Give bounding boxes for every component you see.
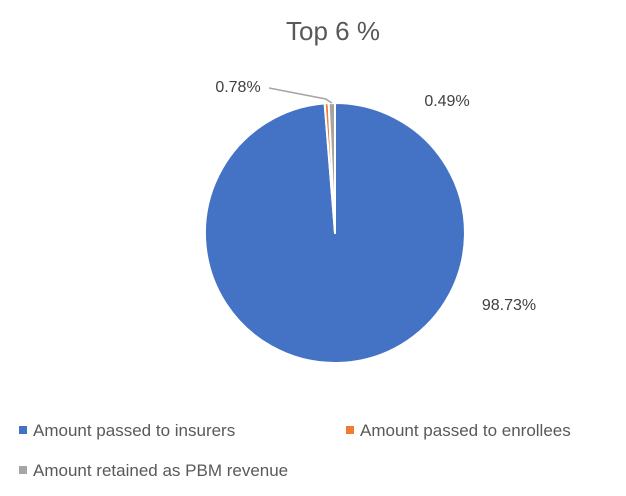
- legend-item-pbm-revenue: Amount retained as PBM revenue: [19, 461, 288, 480]
- legend-swatch-enrollees: [346, 426, 354, 434]
- pie-slices: [204, 102, 466, 364]
- legend: Amount passed to insurers Amount passed t…: [19, 421, 571, 480]
- legend-item-insurers: Amount passed to insurers: [19, 421, 235, 440]
- leader-line-pbm-revenue: [268, 87, 333, 104]
- legend-swatch-pbm-revenue: [19, 466, 27, 474]
- data-label-insurers: 98.73%: [482, 297, 536, 314]
- legend-swatch-insurers: [19, 426, 27, 434]
- data-label-enrollees: 0.49%: [424, 93, 469, 110]
- data-label-pbm-revenue: 0.78%: [215, 79, 260, 96]
- legend-label-pbm-revenue: Amount retained as PBM revenue: [33, 461, 288, 480]
- leader-lines: [268, 87, 333, 104]
- legend-item-enrollees: Amount passed to enrollees: [346, 421, 571, 440]
- legend-label-enrollees: Amount passed to enrollees: [360, 421, 571, 440]
- chart-title: Top 6 %: [286, 16, 380, 46]
- pie-slice-pbm-revenue: [327, 102, 336, 234]
- data-labels: 98.73% 0.49% 0.78%: [215, 79, 536, 314]
- legend-label-insurers: Amount passed to insurers: [33, 421, 235, 440]
